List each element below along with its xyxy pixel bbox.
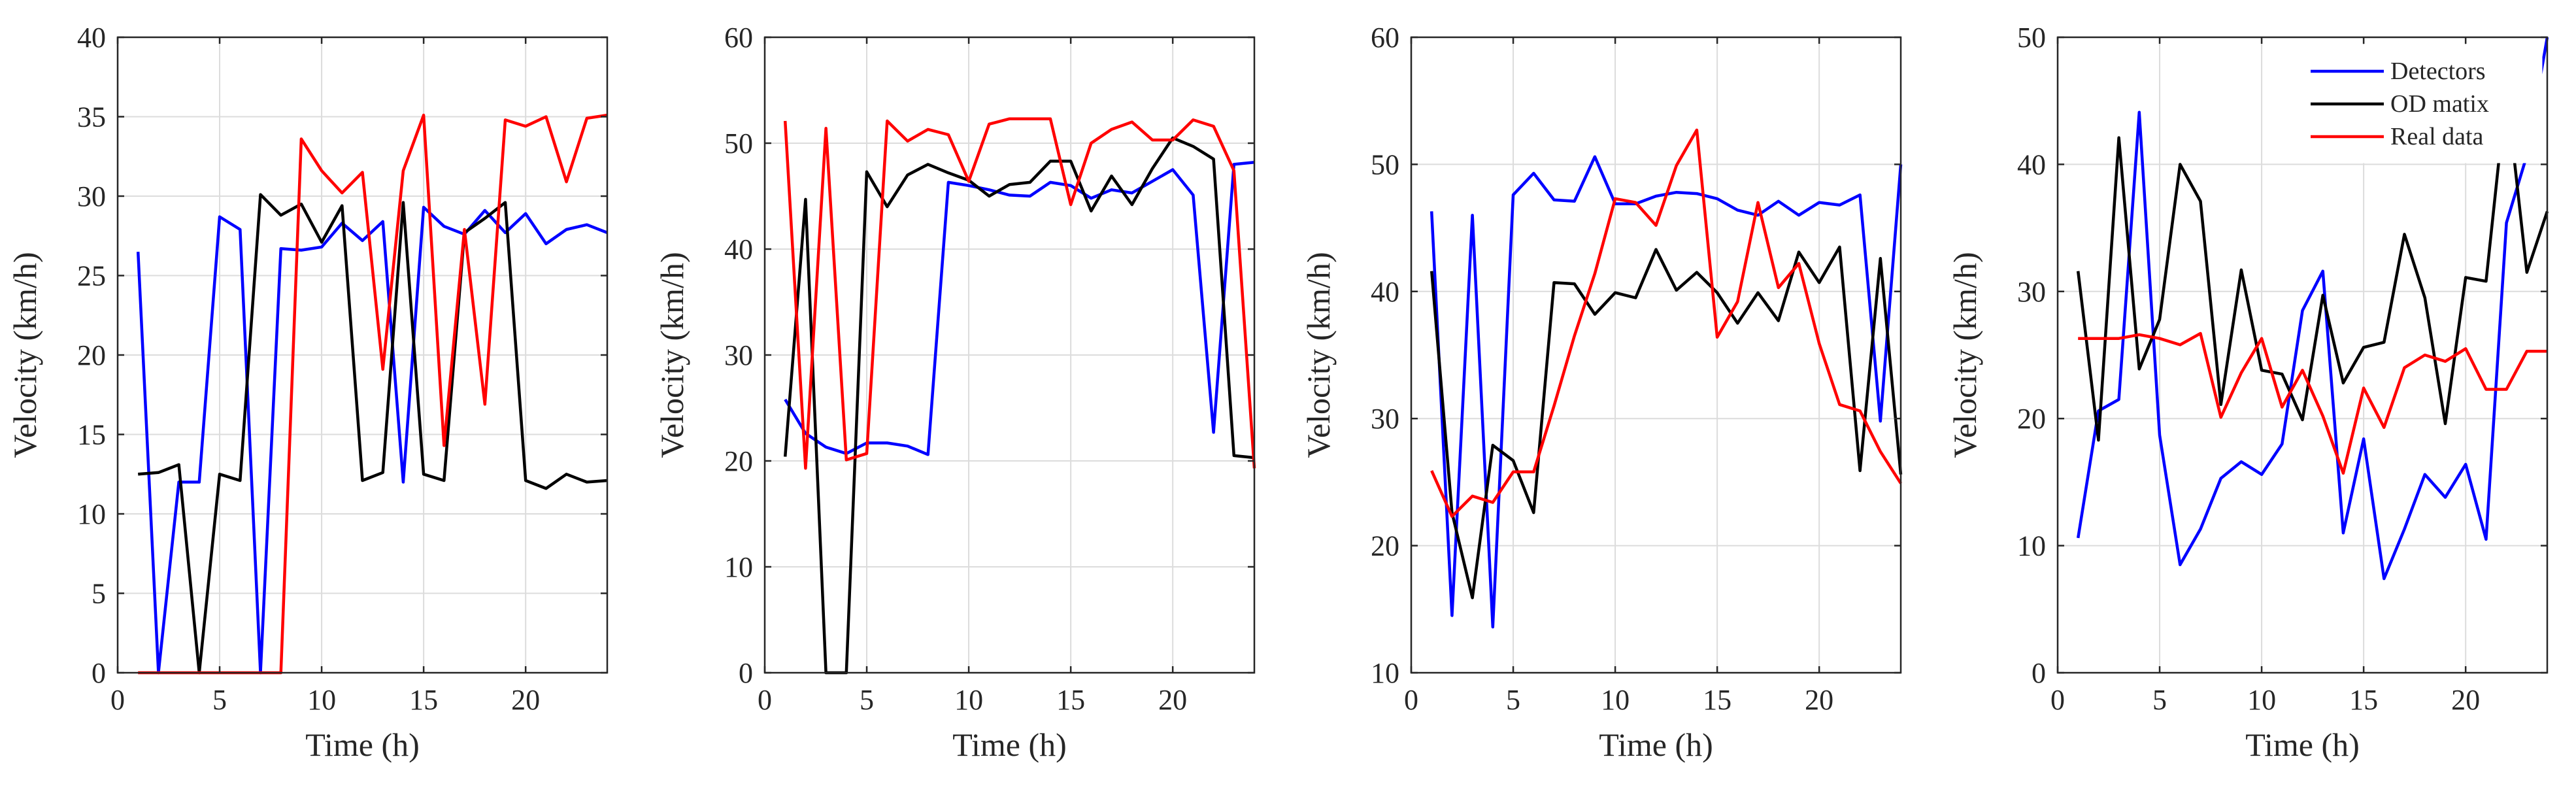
y-tick-label: 20 [77, 339, 106, 371]
series-line-real-data [1430, 128, 1902, 518]
x-tick-label: 5 [212, 684, 227, 716]
x-tick-label: 10 [307, 684, 336, 716]
x-tick-label: 10 [1601, 684, 1630, 716]
legend: Detectors OD matix Real data [2298, 44, 2543, 163]
x-tick-label: 20 [2451, 684, 2480, 716]
x-tick-label: 0 [758, 684, 772, 716]
x-tick-label: 15 [2349, 684, 2378, 716]
y-tick-label: 20 [724, 445, 753, 477]
y-tick-label: 5 [92, 578, 106, 610]
chart-panel-1: 0 5 10 15 20 0 5 10 15 20 25 30 35 40 Time (h) Velocity… [7, 22, 609, 763]
y-tick-label: 35 [77, 101, 106, 133]
x-tick-label: 0 [2050, 684, 2065, 716]
y-tick-label: 50 [724, 127, 753, 160]
x-tick-label: 0 [1404, 684, 1418, 716]
chart-panel-2: 0 5 10 15 20 0 10 20 30 40 50 60 Time (h) Velocity (k… [654, 22, 1256, 763]
y-tick-label: 0 [739, 657, 753, 689]
series-line-real-data [2078, 331, 2547, 475]
y-tick-label: 20 [1371, 530, 1399, 562]
y-tick-label: 40 [1371, 276, 1399, 308]
x-axis-title: Time (h) [305, 726, 420, 763]
y-tick-label: 10 [77, 498, 106, 530]
x-tick-label: 15 [409, 684, 438, 716]
y-tick-label: 10 [724, 551, 753, 583]
x-tick-label: 15 [1703, 684, 1731, 716]
y-axis-title: Velocity (km/h) [1947, 252, 1983, 458]
y-tick-label: 30 [77, 180, 106, 212]
x-axis-title: Time (h) [2245, 726, 2360, 763]
y-tick-label: 60 [724, 22, 753, 54]
y-tick-label: 0 [2032, 657, 2046, 689]
series-line-detectors [1430, 155, 1903, 629]
legend-label: Real data [2390, 123, 2484, 150]
y-tick-label: 40 [724, 233, 753, 265]
y-tick-label: 50 [2017, 22, 2046, 54]
x-tick-label: 5 [1506, 684, 1520, 716]
y-tick-label: 20 [2017, 403, 2046, 435]
x-tick-label: 20 [1158, 684, 1187, 716]
y-axis-title: Velocity (km/h) [654, 252, 690, 458]
y-axis-title: Velocity (km/h) [7, 252, 43, 458]
y-tick-label: 50 [1371, 148, 1399, 180]
y-tick-label: 10 [2017, 530, 2046, 562]
x-tick-label: 0 [110, 684, 125, 716]
legend-label: Detectors [2390, 58, 2486, 85]
series-line-od-matix [783, 136, 1255, 675]
y-tick-label: 0 [92, 657, 106, 689]
plot-frame [2056, 36, 2549, 674]
x-tick-label: 10 [2247, 684, 2276, 716]
y-tick-label: 15 [77, 419, 106, 451]
y-tick-label: 40 [77, 22, 106, 54]
plot-frame [1410, 36, 1902, 674]
chart-panel-4: 0 5 10 15 20 0 10 20 30 40 50 Time (h) Velocity (km/… [1947, 22, 2549, 763]
y-tick-label: 30 [724, 339, 753, 371]
y-tick-label: 10 [1371, 657, 1399, 689]
chart-panel-3: 0 5 10 15 20 10 20 30 40 50 60 Time (h) Velocity (km… [1300, 22, 1903, 763]
x-axis-title: Time (h) [952, 726, 1067, 763]
series-line-od-matix [2076, 88, 2549, 442]
y-tick-label: 60 [1371, 22, 1399, 54]
series-line-od-matix [1430, 245, 1903, 600]
y-tick-label: 25 [77, 260, 106, 292]
y-tick-label: 40 [2017, 148, 2046, 180]
series-line-real-data [783, 117, 1256, 470]
series-line-detectors [2076, 37, 2549, 581]
x-tick-label: 10 [954, 684, 983, 716]
x-tick-label: 20 [1805, 684, 1833, 716]
x-tick-label: 5 [860, 684, 874, 716]
series-line-detectors [784, 160, 1255, 456]
x-tick-label: 15 [1056, 684, 1085, 716]
x-tick-label: 20 [511, 684, 540, 716]
legend-label: OD matix [2390, 90, 2489, 118]
y-tick-label: 30 [1371, 403, 1399, 435]
series-line-od-matix [138, 193, 608, 675]
x-axis-title: Time (h) [1599, 726, 1713, 763]
series-line-detectors [136, 205, 608, 675]
y-axis-title: Velocity (km/h) [1300, 252, 1337, 458]
x-tick-label: 5 [2152, 684, 2167, 716]
y-tick-label: 30 [2017, 276, 2046, 308]
